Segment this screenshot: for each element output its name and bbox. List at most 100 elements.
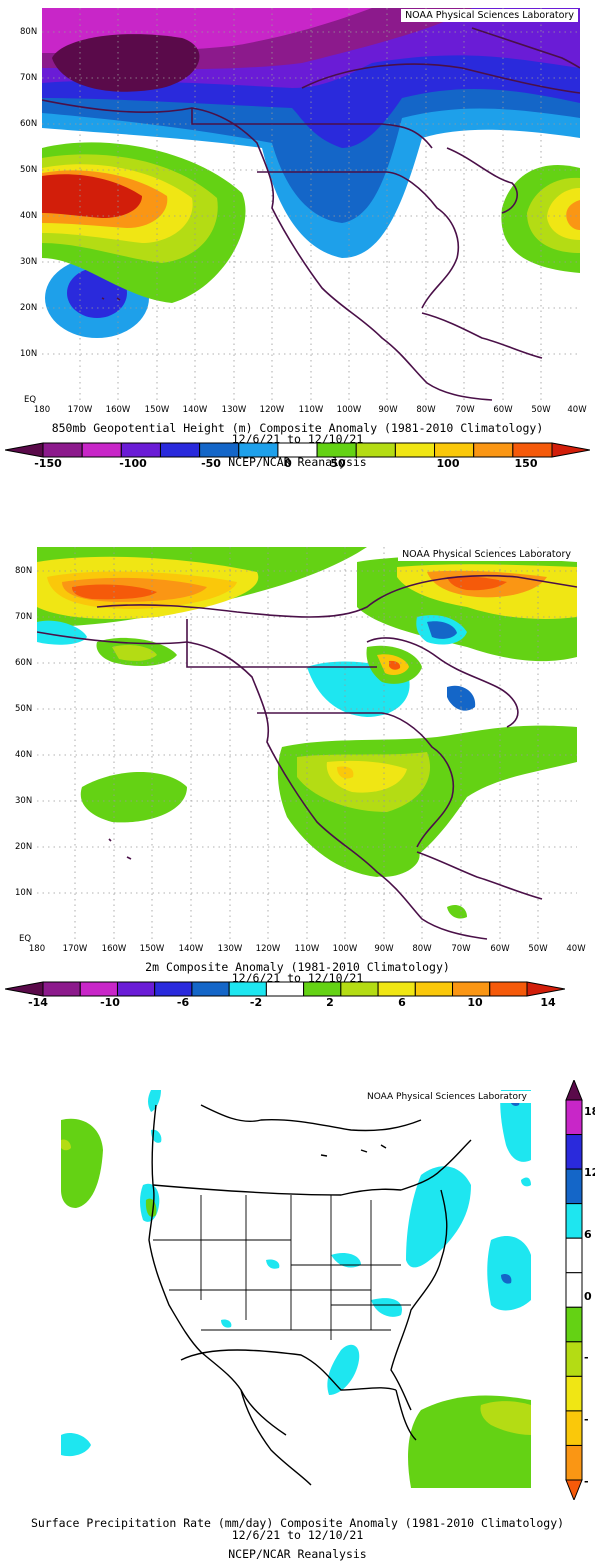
colorbar-segment <box>551 442 590 458</box>
lat-label: 40N <box>15 750 33 760</box>
colorbar-segment <box>303 981 342 997</box>
lon-label: 120W <box>259 405 285 415</box>
colorbar-segment <box>565 1168 583 1205</box>
credit-label: NOAA Physical Sciences Laboratory <box>401 9 578 22</box>
colorbar-tick: - <box>584 1351 589 1364</box>
lat-label: 30N <box>20 257 38 267</box>
colorbar-tick: 14 <box>540 996 556 1009</box>
lat-label: 80N <box>20 27 38 37</box>
colorbar-segment <box>565 1203 583 1239</box>
colorbar-tick: -100 <box>119 457 147 470</box>
lat-label: EQ <box>19 934 32 944</box>
colorbar-segment <box>434 442 475 458</box>
lat-label: 80N <box>15 566 33 576</box>
colorbar-segment <box>565 1080 583 1101</box>
colorbar-tick: 6 <box>584 1228 592 1241</box>
lon-label: 180 <box>28 944 46 954</box>
colorbar-segment <box>565 1099 583 1136</box>
colorbar-segment <box>116 981 156 997</box>
map-dates: 12/6/21 to 12/10/21 <box>231 1528 364 1542</box>
colorbar-segment <box>238 442 279 458</box>
lon-label: 150W <box>139 944 165 954</box>
colorbar-tick: -14 <box>28 996 48 1009</box>
colorbar-tick: - <box>584 1475 589 1488</box>
colorbar-segment <box>5 442 44 458</box>
colorbar-tick: 150 <box>514 457 538 470</box>
colorbar-segment <box>489 981 528 997</box>
lon-label: 60W <box>490 944 510 954</box>
lon-label: 140W <box>178 944 204 954</box>
colorbar-tick: -6 <box>176 996 190 1009</box>
colorbar-segment <box>565 1272 583 1308</box>
lat-label: 70N <box>20 73 38 83</box>
colorbar-segment <box>199 442 240 458</box>
colorbar-segment <box>316 442 357 458</box>
colorbar-tick: -150 <box>34 457 62 470</box>
colorbar-segment <box>452 981 491 997</box>
panel-2m-temperature: NOAA Physical Sciences Laboratory 80N 70… <box>0 540 595 1020</box>
colorbar-segment <box>526 981 565 997</box>
colorbar <box>5 981 565 997</box>
lon-label: 40W <box>566 944 586 954</box>
lon-label: 70W <box>455 405 475 415</box>
map-2m-temperature: NOAA Physical Sciences Laboratory <box>37 547 577 940</box>
map-title: 2m Composite Anomaly (1981-2010 Climatol… <box>145 960 450 974</box>
colorbar-tick: 12 <box>584 1166 595 1179</box>
colorbar-segment <box>42 981 81 997</box>
credit-label: NOAA Physical Sciences Laboratory <box>362 1091 531 1103</box>
lat-label: 40N <box>20 211 38 221</box>
lon-label: 50W <box>528 944 548 954</box>
lon-label: 110W <box>294 944 320 954</box>
colorbar-segment <box>228 981 267 997</box>
lat-label: 30N <box>15 796 33 806</box>
lat-label: 50N <box>15 704 33 714</box>
lon-label: 50W <box>531 405 551 415</box>
lon-label: 80W <box>416 405 436 415</box>
colorbar-segment <box>565 1134 583 1170</box>
colorbar-segment <box>414 981 454 997</box>
lat-label: 20N <box>15 842 33 852</box>
colorbar <box>5 442 590 458</box>
colorbar-segment <box>565 1444 583 1481</box>
colorbar-segment <box>565 1375 583 1412</box>
lon-label: 100W <box>332 944 358 954</box>
colorbar-segment <box>79 981 118 997</box>
lon-label: 70W <box>451 944 471 954</box>
lon-label: 40W <box>567 405 587 415</box>
colorbar-segment <box>565 1479 583 1500</box>
colorbar-segment <box>565 1306 583 1343</box>
colorbar <box>565 1080 583 1500</box>
colorbar-segment <box>81 442 122 458</box>
map-title: Surface Precipitation Rate (mm/day) Comp… <box>30 1516 565 1530</box>
lon-label: 60W <box>493 405 513 415</box>
colorbar-segment <box>42 442 83 458</box>
credit-label: NOAA Physical Sciences Laboratory <box>398 548 575 561</box>
lon-label: 180 <box>33 405 51 415</box>
map-title: 850mb Geopotential Height (m) Composite … <box>51 421 544 435</box>
colorbar-segment <box>191 981 230 997</box>
colorbar-segment <box>5 981 44 997</box>
lat-label: EQ <box>24 395 37 405</box>
colorbar-segment <box>277 442 318 458</box>
lon-label: 90W <box>378 405 398 415</box>
colorbar-tick: 2 <box>326 996 334 1009</box>
colorbar-tick: 6 <box>398 996 406 1009</box>
colorbar-tick: - <box>584 1413 589 1426</box>
colorbar-segment <box>340 981 379 997</box>
lat-label: 60N <box>15 658 33 668</box>
map-source: NCEP/NCAR Reanalysis <box>228 455 367 469</box>
colorbar-tick: 100 <box>436 457 460 470</box>
lon-label: 170W <box>62 944 88 954</box>
map-850mb-height: NOAA Physical Sciences Laboratory <box>42 8 580 401</box>
colorbar-segment <box>120 442 161 458</box>
colorbar-tick: -10 <box>100 996 120 1009</box>
colorbar-segment <box>565 1237 583 1274</box>
map-dates: 12/6/21 to 12/10/21 <box>231 432 364 446</box>
colorbar-tick: -2 <box>249 996 263 1009</box>
panel-precipitation: NOAA Physical Sciences Laboratory 18 12 … <box>0 1075 595 1565</box>
colorbar-segment <box>473 442 514 458</box>
lat-label: 10N <box>15 888 33 898</box>
colorbar-tick: -50 <box>201 457 221 470</box>
colorbar-tick: 0 <box>284 457 292 470</box>
colorbar-segment <box>512 442 553 458</box>
